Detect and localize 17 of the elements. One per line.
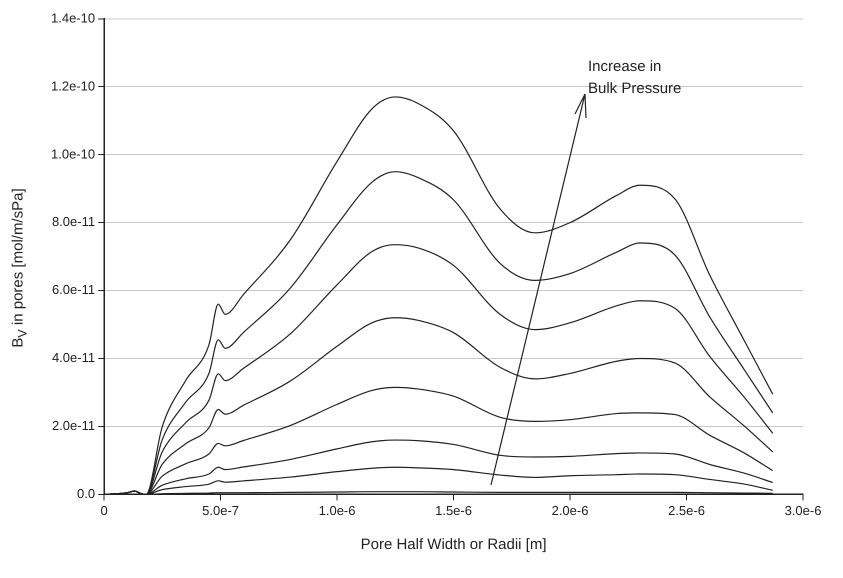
y-tick-label: 0.0	[77, 486, 96, 501]
x-tick-label: 5.0e-7	[202, 502, 240, 518]
x-tick-label: 2.5e-6	[668, 502, 705, 518]
y-tick-label: 8.0e-11	[52, 214, 96, 230]
x-axis-title: Pore Half Width or Radii [m]	[360, 536, 546, 554]
x-tick-label: 1.0e-6	[318, 502, 356, 518]
x-tick-label: 1.5e-6	[435, 502, 472, 518]
y-tick-label: 6.0e-11	[52, 282, 96, 298]
y-tick-label: 2.0e-11	[52, 418, 96, 434]
y-tick-label: 1.0e-10	[50, 146, 96, 162]
x-tick-label: 0	[100, 502, 108, 518]
annotation: Increase in Bulk Pressure	[588, 57, 682, 99]
x-tick-label: 3.0e-6	[784, 502, 822, 518]
x-tick-label: 2.0e-6	[552, 502, 588, 518]
y-tick-label: 1.2e-10	[50, 78, 96, 94]
y-tick-label: 4.0e-11	[52, 350, 96, 366]
y-tick-label: 1.4e-10	[50, 10, 96, 26]
